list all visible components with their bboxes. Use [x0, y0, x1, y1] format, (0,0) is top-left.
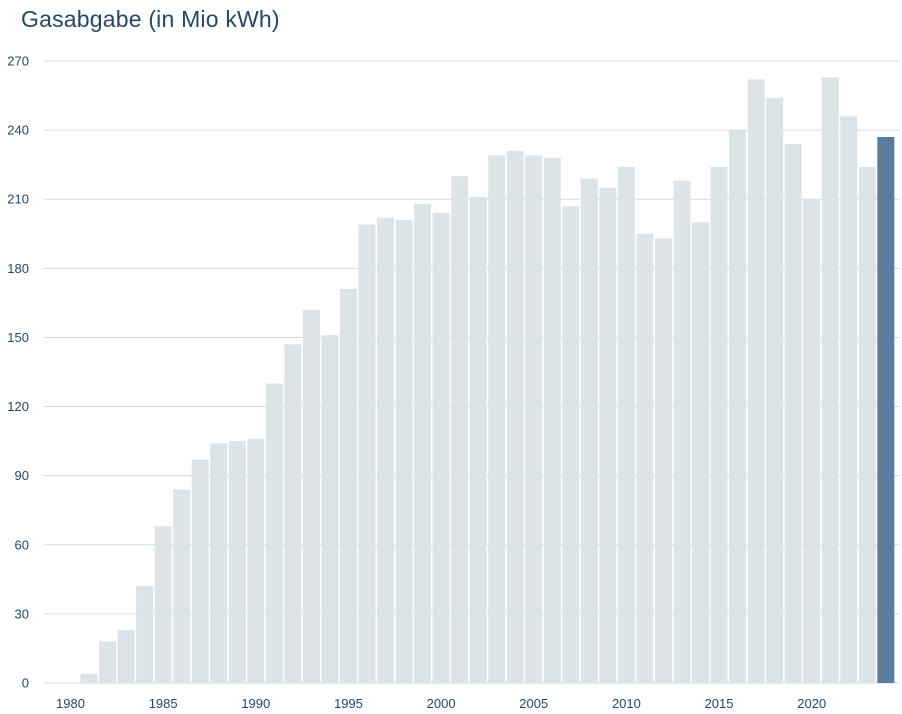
bar-2004 — [506, 150, 524, 683]
bar-2003 — [488, 155, 506, 684]
bar-2002 — [469, 196, 487, 683]
bar-2011 — [636, 233, 654, 683]
bars — [80, 77, 895, 684]
x-tick-label: 2005 — [519, 696, 548, 711]
bar-2007 — [562, 206, 580, 683]
bar-1983 — [117, 630, 135, 683]
x-tick-label: 2020 — [797, 696, 826, 711]
bar-2010 — [617, 166, 635, 684]
bar-1993 — [302, 309, 320, 683]
bar-2000 — [432, 213, 450, 684]
bar-2021 — [821, 77, 839, 684]
bar-1988 — [210, 443, 228, 683]
bar-2009 — [599, 187, 617, 683]
bar-1998 — [395, 219, 413, 683]
bar-1987 — [191, 459, 209, 683]
x-tick-label: 2015 — [705, 696, 734, 711]
y-tick-label: 60 — [15, 537, 29, 552]
bar-1997 — [377, 217, 395, 683]
bar-2020 — [803, 199, 821, 683]
bar-1981 — [80, 673, 98, 683]
x-tick-label: 2010 — [612, 696, 641, 711]
bar-1982 — [99, 641, 117, 683]
bar-2001 — [451, 176, 469, 683]
bar-1996 — [358, 224, 376, 683]
bar-1991 — [265, 383, 283, 683]
y-tick-label: 150 — [7, 330, 29, 345]
bar-1989 — [228, 441, 246, 683]
bar-1995 — [339, 289, 357, 683]
x-tick-label: 2000 — [427, 696, 456, 711]
bar-2023 — [858, 166, 876, 684]
y-tick-label: 120 — [7, 399, 29, 414]
y-tick-label: 0 — [22, 676, 29, 691]
bar-2017 — [747, 79, 765, 683]
bar-2024 — [877, 137, 895, 683]
y-tick-label: 210 — [7, 192, 29, 207]
bar-1990 — [247, 438, 265, 683]
bar-1985 — [154, 526, 172, 683]
x-tick-label: 1985 — [149, 696, 178, 711]
bar-1999 — [414, 203, 432, 683]
x-tick-label: 1995 — [334, 696, 363, 711]
bar-2018 — [766, 97, 784, 684]
bar-1984 — [136, 586, 154, 683]
bar-1986 — [173, 489, 191, 683]
y-axis-tick-labels: 0 30 60 90 120 150 180 210 240 270 — [7, 54, 29, 691]
bar-2016 — [729, 130, 747, 684]
bar-2012 — [654, 238, 672, 683]
bar-1994 — [321, 335, 339, 683]
bar-2013 — [673, 180, 691, 683]
bar-2006 — [543, 157, 561, 683]
bar-2015 — [710, 166, 728, 684]
y-tick-label: 180 — [7, 261, 29, 276]
bar-2022 — [840, 116, 858, 684]
y-tick-label: 270 — [7, 54, 29, 69]
y-tick-label: 240 — [7, 123, 29, 138]
y-tick-label: 30 — [15, 606, 29, 621]
x-axis-tick-labels: 1980 1985 1990 1995 2000 2005 2010 2015 2020 — [56, 696, 826, 711]
chart-title: Gasabgabe (in Mio kWh) — [21, 6, 280, 32]
bar-2019 — [784, 143, 802, 683]
bar-2014 — [692, 222, 710, 683]
x-tick-label: 1990 — [241, 696, 270, 711]
bar-1992 — [284, 344, 302, 683]
bar-2005 — [525, 155, 543, 684]
bar-2008 — [580, 178, 598, 683]
x-tick-label: 1980 — [56, 696, 85, 711]
y-tick-label: 90 — [15, 468, 29, 483]
